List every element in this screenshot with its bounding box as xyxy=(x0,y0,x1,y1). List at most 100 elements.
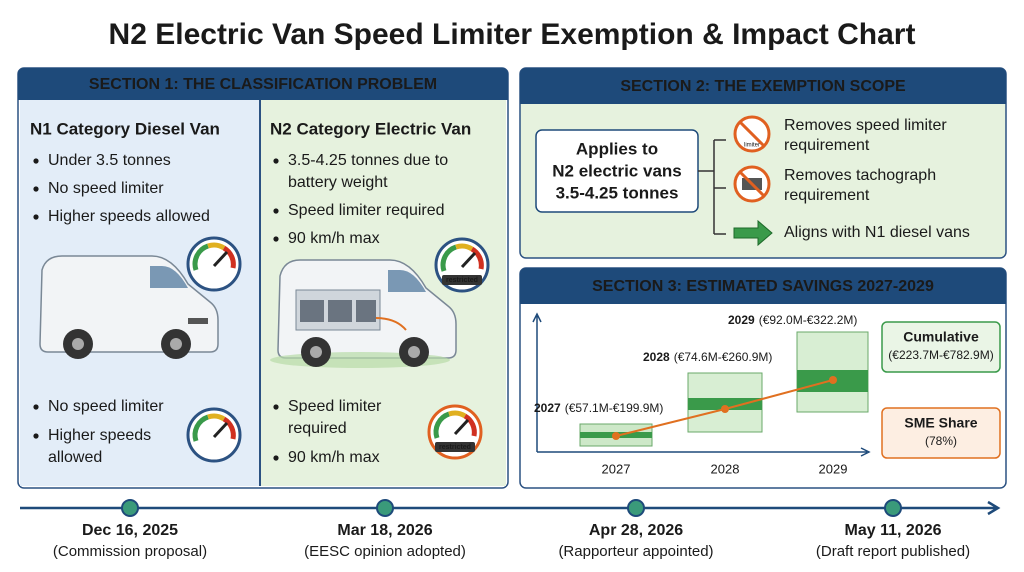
range-value: (€74.6M-€260.9M) xyxy=(674,350,773,364)
gauge-arc xyxy=(463,413,477,437)
bullet-text: Speed limiter required xyxy=(288,202,445,219)
gauge-arc xyxy=(222,245,236,269)
timeline-date: Dec 16, 2025 xyxy=(82,522,178,539)
gauge-needle xyxy=(212,250,229,268)
bullet-dot xyxy=(273,236,279,242)
timeline-caption: (Commission proposal) xyxy=(53,543,207,560)
range-value: (€92.0M-€322.2M) xyxy=(759,313,858,327)
range-label: 2028 (€74.6M-€260.9M) xyxy=(643,350,772,364)
gauge-needle xyxy=(212,421,229,439)
bullet-dot xyxy=(273,158,279,164)
range-label: 2029 (€92.0M-€322.2M) xyxy=(728,313,857,327)
scope-item: requirement xyxy=(784,137,870,154)
bracket xyxy=(698,139,726,235)
bullet-dot xyxy=(273,455,279,461)
gauge-arc xyxy=(433,411,450,439)
timeline-caption: (Rapporteur appointed) xyxy=(558,543,713,560)
title: N2 Electric Van Speed Limiter Exemption … xyxy=(109,18,916,51)
gauge-label-bg xyxy=(442,275,482,285)
bullet-text: No speed limiter xyxy=(48,180,164,197)
gauge-arc xyxy=(440,244,457,272)
timeline-date: Mar 18, 2026 xyxy=(337,522,432,539)
axes xyxy=(532,312,871,457)
trend-point xyxy=(721,405,729,413)
scope-item: requirement xyxy=(784,187,870,204)
cumulative-title: Cumulative xyxy=(903,329,979,345)
x-year-label: 2028 xyxy=(711,461,740,476)
cumulative-box xyxy=(881,321,1001,373)
band-2028 xyxy=(688,398,762,410)
gauge-arc xyxy=(455,243,474,252)
range-year: 2028 xyxy=(643,350,670,364)
range-year: 2027 xyxy=(534,401,561,415)
section-heading: SECTION 3: ESTIMATED SAVINGS 2027-2029 xyxy=(592,278,934,295)
timeline-dot xyxy=(627,499,645,517)
x-year-label: 2027 xyxy=(602,461,631,476)
timeline-date: Apr 28, 2026 xyxy=(589,522,683,539)
scope-item: Aligns with N1 diesel vans xyxy=(784,224,970,241)
speed-gauge xyxy=(434,237,490,293)
bullet-text: 90 km/h max xyxy=(288,230,380,247)
diesel-van xyxy=(39,255,219,359)
arrow-icon xyxy=(733,219,773,247)
scope-text: Applies to xyxy=(576,139,658,158)
scope-item: Removes speed limiter xyxy=(784,117,947,134)
gauge-label: restricted xyxy=(446,277,478,284)
range-value: (€57.1M-€199.9M) xyxy=(565,401,664,415)
timeline-dot xyxy=(121,499,139,517)
bullet-text: 90 km/h max xyxy=(288,449,380,466)
bullet-dot xyxy=(33,214,39,220)
gauge-label: restricted xyxy=(439,444,471,451)
section-heading: SECTION 1: THE CLASSIFICATION PROBLEM xyxy=(89,76,437,93)
bullet-dot xyxy=(33,186,39,192)
cumulative-value: (€223.7M-€782.9M) xyxy=(888,348,993,362)
icon-label: limiter xyxy=(744,143,760,149)
section3-header xyxy=(520,268,1006,304)
gauge-needle xyxy=(460,251,477,269)
bullet-text: 3.5-4.25 tonnes due to xyxy=(288,152,448,169)
trend-point xyxy=(612,432,620,440)
timeline-date: May 11, 2026 xyxy=(845,522,942,539)
gauge-arc xyxy=(470,246,484,270)
bullet-text: allowed xyxy=(48,449,102,466)
column-title: N2 Category Electric Van xyxy=(270,119,471,138)
speed-gauge xyxy=(186,407,242,463)
timeline-dot xyxy=(376,499,394,517)
timeline-axis xyxy=(20,500,1001,516)
limiter-icon xyxy=(733,115,771,153)
section-heading: SECTION 2: THE EXEMPTION SCOPE xyxy=(620,78,906,95)
range-year: 2029 xyxy=(728,313,755,327)
bullet-text: Higher speeds allowed xyxy=(48,208,210,225)
timeline-caption: (EESC opinion adopted) xyxy=(304,543,466,560)
column-title: N1 Category Diesel Van xyxy=(30,119,220,138)
scope-text: 3.5-4.25 tonnes xyxy=(556,183,679,202)
electric-van xyxy=(270,259,457,368)
bullet-text: Speed limiter xyxy=(288,398,382,415)
trend-point xyxy=(829,376,837,384)
timeline-caption: (Draft report published) xyxy=(816,543,970,560)
speed-gauge xyxy=(427,404,483,460)
bullet-text: No speed limiter xyxy=(48,398,164,415)
scope-text: N2 electric vans xyxy=(552,161,681,180)
gauge-label-bg xyxy=(435,442,475,452)
scope-item: Removes tachograph xyxy=(784,167,936,184)
gauge-arc xyxy=(222,416,236,440)
bullet-dot xyxy=(33,158,39,164)
speed-gauge xyxy=(186,236,242,292)
gauge-arc xyxy=(192,243,209,271)
x-year-label: 2029 xyxy=(819,461,848,476)
sme-title: SME Share xyxy=(904,415,977,431)
bullet-dot xyxy=(33,404,39,410)
bullet-text: battery weight xyxy=(288,174,388,191)
section2-header xyxy=(520,68,1006,104)
gauge-arc xyxy=(448,410,467,419)
bullet-text: Higher speeds xyxy=(48,427,151,444)
gauge-arc xyxy=(192,414,209,442)
gauge-needle xyxy=(453,418,470,436)
tachograph-icon xyxy=(733,165,771,203)
bullet-dot xyxy=(273,208,279,214)
sme-value: (78%) xyxy=(925,434,957,448)
bullet-dot xyxy=(273,404,279,410)
range-label: 2027 (€57.1M-€199.9M) xyxy=(534,401,663,415)
